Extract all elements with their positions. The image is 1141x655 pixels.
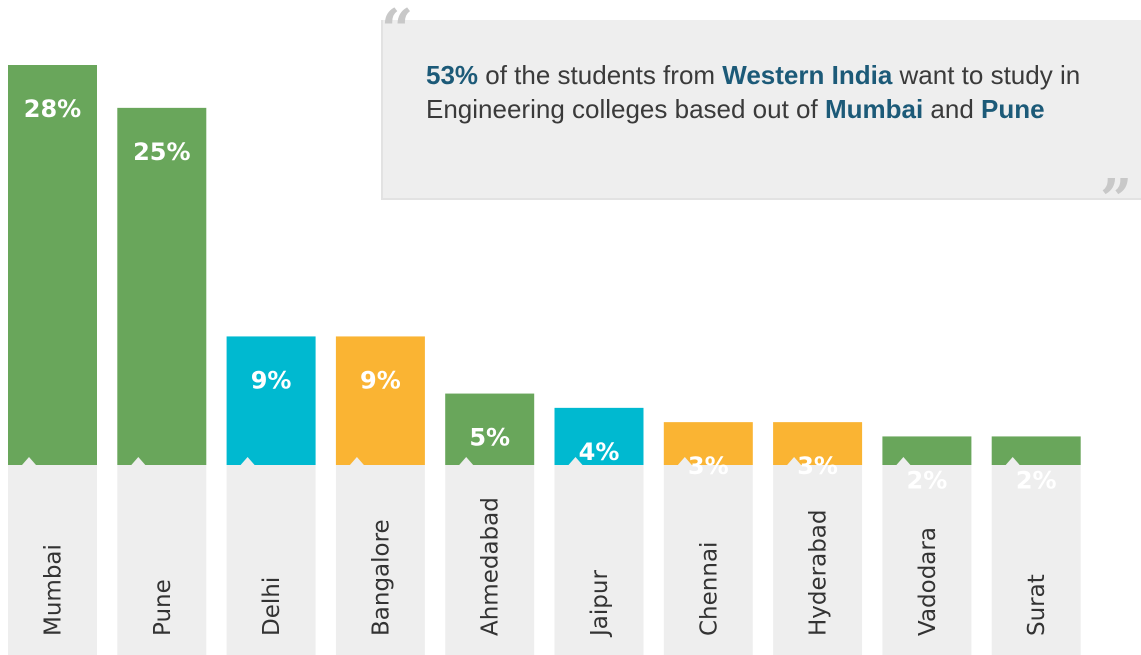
quote-callout: 53% of the students from Western India w… (381, 20, 1141, 200)
bar-value-label-ahmedabad: 5% (469, 424, 510, 452)
quote-highlight-region: Western India (722, 60, 893, 90)
bar-pointer-surat (1005, 457, 1020, 465)
bar-value-label-hyderabad: 3% (797, 452, 838, 480)
close-quote-icon: ” (1100, 167, 1133, 233)
category-label-bg-mumbai (8, 465, 97, 655)
category-label-chennai: Chennai (696, 542, 722, 636)
quote-highlight-city-mumbai: Mumbai (824, 94, 924, 124)
bar-pointer-bangalore (349, 457, 364, 465)
bar-value-label-mumbai: 28% (24, 95, 81, 123)
category-label-bg-delhi (226, 465, 316, 655)
bar-pointer-ahmedabad (459, 457, 474, 465)
bar-jaipur (554, 407, 644, 465)
category-label-bangalore: Bangalore (368, 519, 394, 636)
category-label-bg-pune (117, 465, 207, 655)
bar-value-label-bangalore: 9% (360, 366, 401, 394)
bar-value-label-delhi: 9% (251, 366, 292, 394)
bar-pointer-jaipur (568, 457, 583, 465)
bar-bangalore (335, 336, 425, 465)
bar-pointer-mumbai (22, 457, 36, 465)
quote-text-part: of the students from (478, 60, 723, 90)
category-label-bg-chennai (663, 465, 753, 655)
category-label-bg-ahmedabad (445, 465, 535, 655)
category-label-delhi: Delhi (259, 577, 285, 636)
category-label-jaipur: Jaipur (587, 570, 613, 638)
quote-text: 53% of the students from Western India w… (426, 58, 1116, 126)
category-label-surat: Surat (1024, 574, 1050, 636)
category-label-vadodara: Vadodara (915, 527, 941, 636)
bar-mumbai (8, 65, 97, 465)
open-quote-icon: “ (381, 0, 414, 63)
bar-value-label-surat: 2% (1016, 466, 1057, 494)
bar-value-label-vadodara: 2% (907, 466, 948, 494)
bar-pointer-delhi (240, 457, 255, 465)
category-label-bg-hyderabad (773, 465, 863, 655)
category-label-bg-surat (991, 465, 1081, 655)
bar-ahmedabad (445, 393, 535, 465)
bar-vadodara (882, 436, 972, 465)
category-label-bg-jaipur (554, 465, 644, 655)
quote-text-part: want to study in Engineering colleges ba… (426, 60, 1081, 124)
quote-text-part: and (923, 94, 982, 124)
bar-value-label-jaipur: 4% (579, 438, 620, 466)
quote-highlight-city-pune: Pune (981, 94, 1045, 124)
bar-pune (117, 107, 207, 465)
category-label-pune: Pune (150, 579, 176, 636)
bar-pointer-hyderabad (787, 457, 802, 465)
category-label-ahmedabad: Ahmedabad (478, 497, 504, 636)
category-label-mumbai: Mumbai (41, 544, 67, 636)
category-label-bg-vadodara (882, 465, 972, 655)
category-label-hyderabad: Hyderabad (806, 510, 832, 637)
bar-delhi (226, 336, 316, 465)
bar-pointer-vadodara (896, 457, 911, 465)
bar-hyderabad (773, 422, 863, 465)
bar-pointer-chennai (677, 457, 692, 465)
quote-highlight-percent: 53% (426, 60, 479, 90)
bar-surat (991, 436, 1081, 465)
bar-chennai (663, 422, 753, 465)
bar-pointer-pune (131, 457, 146, 465)
bar-value-label-pune: 25% (133, 138, 190, 166)
category-label-bg-bangalore (335, 465, 425, 655)
bar-value-label-chennai: 3% (688, 452, 729, 480)
